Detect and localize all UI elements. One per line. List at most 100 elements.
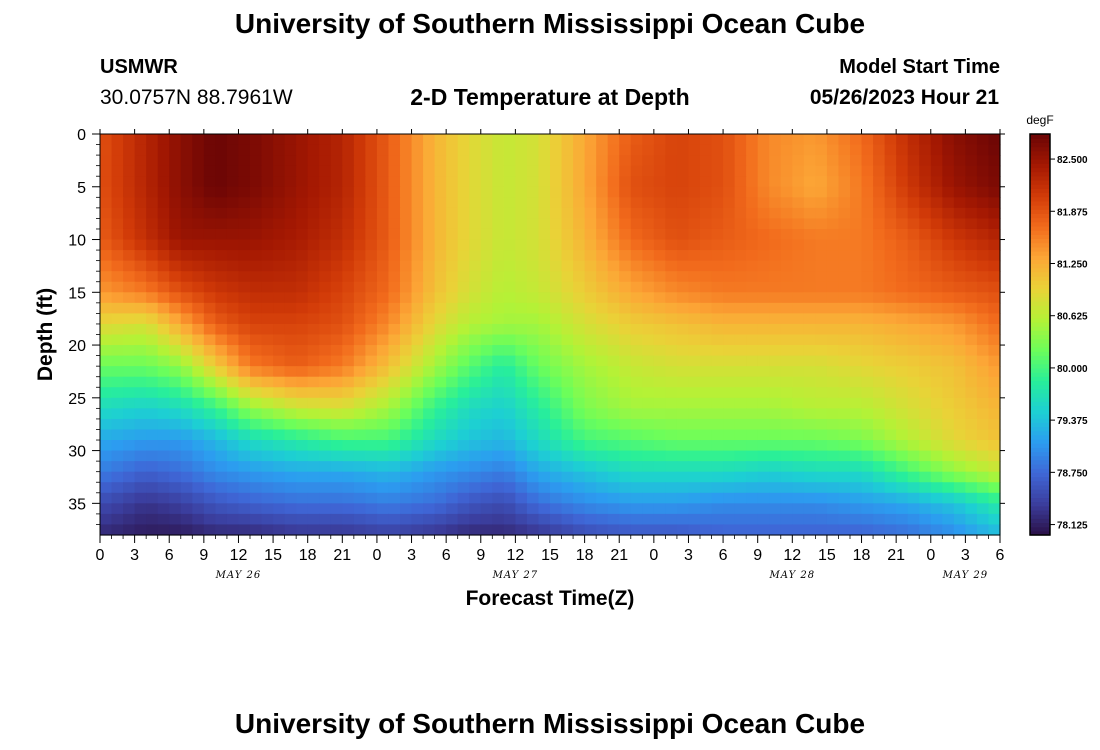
heatmap-cell (365, 334, 378, 346)
heatmap-cell (815, 239, 828, 251)
heatmap-cell (561, 513, 574, 526)
heatmap-cell (423, 471, 436, 483)
heatmap-cell (203, 503, 216, 515)
heatmap-cell (273, 387, 286, 399)
heatmap-cell (526, 503, 540, 515)
heatmap-cell (965, 408, 978, 420)
heatmap-cell (988, 450, 1001, 462)
heatmap-cell (769, 302, 782, 314)
heatmap-cell (919, 440, 932, 452)
heatmap-cell (596, 355, 609, 367)
heatmap-cell (803, 387, 816, 399)
heatmap-cell (861, 197, 874, 209)
colorbar-band (1030, 163, 1050, 169)
colorbar-band (1030, 330, 1050, 336)
heatmap-cell (353, 482, 366, 494)
heatmap-cell (480, 165, 493, 177)
heatmap-cell (792, 228, 805, 241)
heatmap-cell (492, 155, 505, 167)
colorbar-band (1030, 250, 1050, 256)
heatmap-cell (688, 165, 701, 177)
colorbar-band (1030, 493, 1050, 499)
heatmap-cell (642, 281, 655, 293)
heatmap-cell (169, 334, 182, 346)
heatmap-cell (388, 513, 401, 526)
heatmap-cell (942, 239, 955, 251)
heatmap-cell (296, 387, 309, 399)
heatmap-cell (930, 250, 943, 262)
heatmap-cell (953, 503, 966, 515)
heatmap-cell (238, 292, 251, 304)
heatmap-cell (826, 144, 840, 156)
heatmap-cell (734, 418, 747, 431)
heatmap-cell (238, 355, 251, 367)
heatmap-cell (157, 281, 170, 293)
heatmap-cell (815, 260, 828, 272)
heatmap-cell (376, 355, 390, 367)
heatmap-cell (896, 524, 909, 536)
heatmap-cell (423, 524, 436, 536)
heatmap-cell (573, 218, 586, 230)
heatmap-cell (157, 271, 170, 283)
heatmap-cell (550, 440, 563, 452)
heatmap-cell (573, 207, 586, 220)
heatmap-cell (976, 228, 990, 241)
heatmap-cell (711, 355, 724, 367)
colorbar-band (1030, 509, 1050, 515)
heatmap-cell (250, 387, 263, 399)
heatmap-cell (157, 165, 170, 177)
heatmap-cell (573, 155, 586, 167)
heatmap-cell (492, 302, 505, 314)
heatmap-cell (376, 134, 390, 146)
heatmap-cell (676, 197, 690, 209)
heatmap-cell (676, 260, 690, 272)
heatmap-cell (307, 155, 320, 167)
heatmap-cell (307, 207, 320, 220)
heatmap-cell (480, 239, 493, 251)
heatmap-cell (330, 492, 343, 504)
heatmap-cell (826, 250, 840, 262)
heatmap-cell (665, 260, 678, 272)
heatmap-cell (965, 197, 978, 209)
heatmap-cell (861, 397, 874, 409)
heatmap-cell (215, 292, 228, 304)
colorbar-band (1030, 309, 1050, 315)
heatmap-cell (884, 366, 897, 378)
heatmap-cell (503, 186, 516, 198)
heatmap-cell (965, 492, 978, 504)
heatmap-cell (515, 239, 528, 251)
heatmap-cell (169, 323, 182, 336)
heatmap-cell (976, 302, 990, 314)
heatmap-cell (134, 376, 147, 388)
heatmap-cell (642, 471, 655, 483)
heatmap-cell (457, 429, 470, 441)
heatmap-cell (469, 313, 482, 325)
heatmap-cell (596, 186, 609, 198)
heatmap-cell (561, 186, 574, 198)
heatmap-cell (388, 186, 401, 198)
heatmap-cell (584, 387, 597, 399)
heatmap-cell (111, 197, 124, 209)
heatmap-cell (526, 313, 540, 325)
heatmap-cell (850, 450, 863, 462)
heatmap-cell (319, 155, 332, 167)
heatmap-cell (780, 418, 793, 431)
heatmap-cell (526, 134, 540, 146)
heatmap-cell (757, 397, 770, 409)
heatmap-cell (273, 281, 286, 293)
heatmap-cell (365, 134, 378, 146)
heatmap-cell (492, 218, 505, 230)
heatmap-cell (792, 239, 805, 251)
heatmap-cell (734, 197, 747, 209)
heatmap-cell (365, 218, 378, 230)
heatmap-cell (723, 366, 736, 378)
heatmap-cell (446, 228, 459, 241)
heatmap-cell (492, 450, 505, 462)
heatmap-cell (203, 281, 216, 293)
heatmap-cell (700, 408, 713, 420)
heatmap-cell (169, 482, 182, 494)
heatmap-cell (907, 345, 920, 357)
heatmap-cell (700, 503, 713, 515)
heatmap-cell (919, 155, 932, 167)
heatmap-cell (723, 355, 736, 367)
